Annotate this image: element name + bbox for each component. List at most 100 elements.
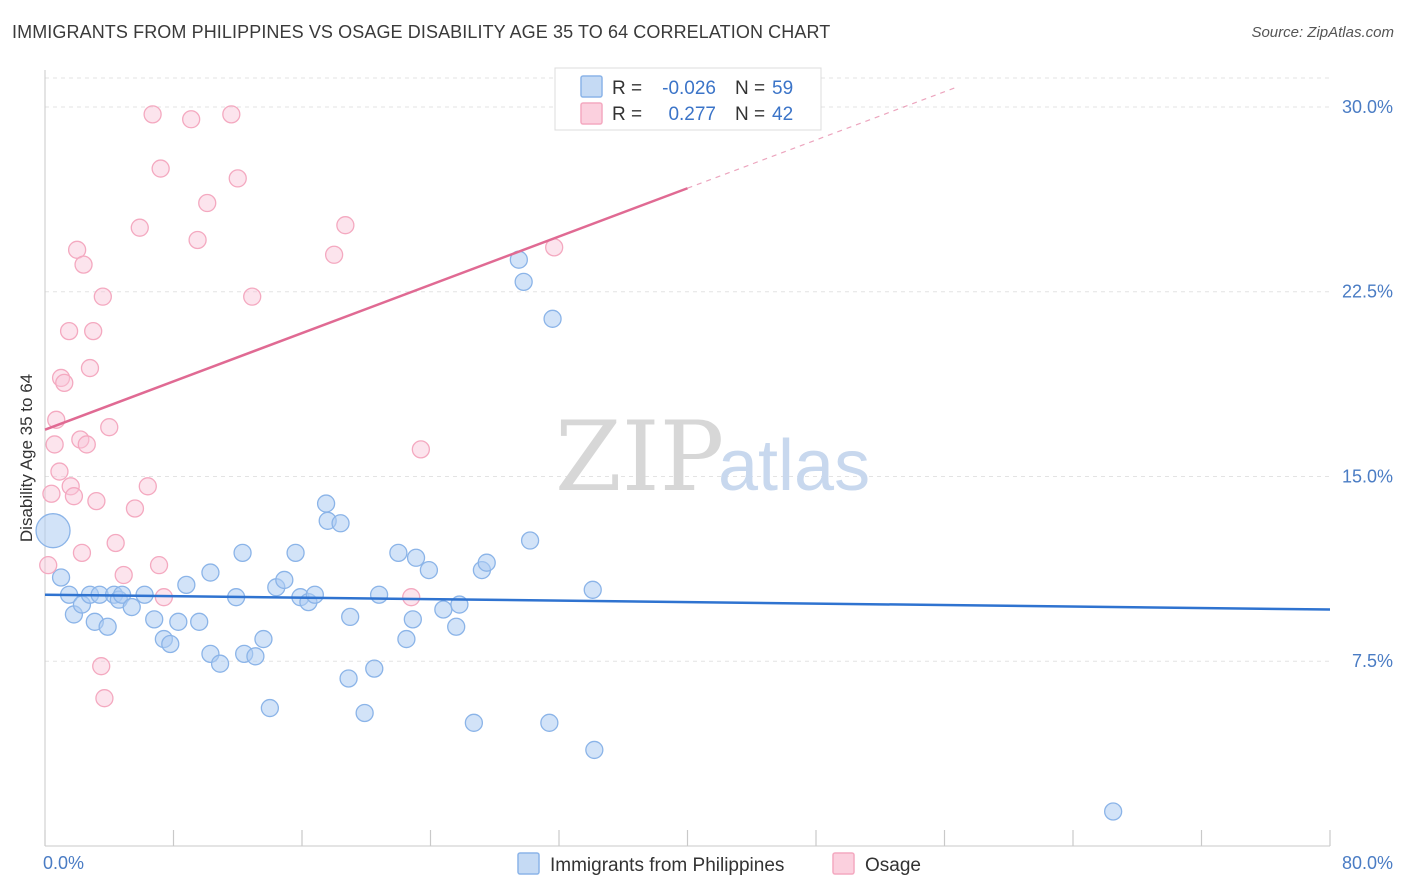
legend-r-label-2: R = bbox=[612, 104, 642, 125]
philippines-point-37 bbox=[331, 514, 350, 533]
osage-point-2 bbox=[45, 435, 64, 454]
philippines-point-35 bbox=[316, 494, 336, 513]
osage-point-1 bbox=[42, 484, 61, 503]
osage-point-28 bbox=[149, 556, 169, 575]
chart-title: IMMIGRANTS FROM PHILIPPINES VS OSAGE DIS… bbox=[12, 22, 831, 42]
osage-point-26 bbox=[138, 477, 157, 496]
philippines-point-17 bbox=[169, 612, 188, 631]
philippines-point-8 bbox=[98, 617, 117, 636]
osage-point-18 bbox=[93, 287, 112, 306]
philippines-point-44 bbox=[397, 629, 416, 649]
chart-source: Source: ZipAtlas.com bbox=[1251, 24, 1394, 41]
philippines-point-42 bbox=[369, 585, 389, 604]
osage-point-0 bbox=[39, 556, 58, 575]
osage-point-17 bbox=[87, 491, 106, 511]
x-tick-label-0: 0.0% bbox=[43, 853, 84, 873]
philippines-point-60 bbox=[585, 740, 604, 760]
osage-point-23 bbox=[114, 565, 133, 585]
osage-point-35 bbox=[228, 169, 247, 188]
philippines-point-0 bbox=[35, 513, 71, 549]
y-axis-label: Disability Age 35 to 64 bbox=[17, 374, 36, 542]
osage-point-36 bbox=[243, 287, 262, 306]
philippines-trend-line bbox=[44, 593, 1331, 611]
y-tick-label-2: 22.5% bbox=[1342, 282, 1393, 302]
legend-n-label-1: N = bbox=[735, 78, 765, 99]
philippines-point-14 bbox=[145, 610, 164, 629]
osage-point-37 bbox=[324, 245, 344, 264]
watermark-zip: ZIP bbox=[555, 401, 724, 513]
osage-trend-line bbox=[44, 187, 688, 431]
watermark: ZIP atlas bbox=[555, 401, 870, 513]
philippines-point-28 bbox=[260, 698, 280, 718]
philippines-point-53 bbox=[477, 553, 496, 572]
philippines-point-46 bbox=[406, 548, 426, 567]
osage-point-21 bbox=[100, 418, 119, 437]
osage-point-34 bbox=[222, 105, 241, 124]
osage-point-39 bbox=[402, 588, 421, 607]
philippines-point-58 bbox=[543, 309, 562, 328]
philippines-point-1 bbox=[51, 568, 71, 587]
philippines-point-48 bbox=[434, 600, 453, 619]
philippines-point-22 bbox=[210, 654, 230, 673]
philippines-point-19 bbox=[190, 612, 209, 631]
legend-swatch-philippines bbox=[580, 75, 603, 98]
philippines-point-43 bbox=[389, 543, 408, 562]
philippines-point-41 bbox=[365, 659, 384, 678]
series-legend: Immigrants from Philippines Osage bbox=[517, 852, 921, 876]
grid bbox=[45, 77, 1330, 662]
osage-point-5 bbox=[51, 368, 71, 388]
osage-trend-line-extension bbox=[687, 86, 957, 189]
osage-point-25 bbox=[130, 218, 149, 237]
axes bbox=[44, 70, 1331, 847]
philippines-point-12 bbox=[122, 597, 141, 617]
philippines-point-49 bbox=[447, 617, 466, 636]
osage-point-4 bbox=[50, 462, 69, 481]
philippines-point-27 bbox=[254, 629, 273, 649]
osage-point-9 bbox=[64, 487, 84, 506]
legend-n-label-2: N = bbox=[735, 104, 765, 125]
y-tick-labels: 7.5% 15.0% 22.5% 30.0% bbox=[1342, 97, 1393, 671]
philippines-point-24 bbox=[233, 543, 252, 562]
x-tick-label-1: 80.0% bbox=[1342, 853, 1393, 873]
trend-lines bbox=[44, 86, 1331, 611]
osage-point-6 bbox=[55, 373, 74, 393]
series-legend-label-philippines: Immigrants from Philippines bbox=[550, 855, 784, 876]
philippines-point-31 bbox=[286, 543, 305, 562]
watermark-atlas: atlas bbox=[718, 426, 870, 506]
philippines-point-20 bbox=[201, 563, 220, 582]
stats-legend: R = -0.026 N = 59 R = 0.277 N = 42 bbox=[554, 67, 822, 131]
legend-r-value-1: -0.026 bbox=[662, 78, 716, 99]
osage-point-24 bbox=[125, 499, 145, 518]
philippines-point-51 bbox=[464, 713, 484, 732]
scatter-points bbox=[35, 105, 1123, 821]
philippines-point-56 bbox=[520, 531, 540, 550]
series-legend-swatch-osage bbox=[832, 852, 855, 875]
osage-point-19 bbox=[92, 657, 111, 676]
philippines-point-61 bbox=[1104, 802, 1123, 821]
osage-point-32 bbox=[188, 230, 207, 250]
osage-point-13 bbox=[74, 255, 93, 274]
philippines-point-55 bbox=[514, 272, 533, 292]
philippines-point-18 bbox=[177, 575, 196, 595]
osage-point-22 bbox=[106, 533, 125, 553]
osage-point-33 bbox=[198, 193, 217, 213]
osage-point-20 bbox=[95, 689, 114, 708]
philippines-point-30 bbox=[275, 570, 294, 590]
osage-point-15 bbox=[80, 358, 100, 378]
philippines-point-16 bbox=[161, 634, 180, 654]
osage-point-7 bbox=[61, 477, 80, 496]
philippines-point-59 bbox=[583, 580, 602, 599]
legend-n-value-2: 42 bbox=[772, 104, 793, 125]
legend-swatch-osage bbox=[580, 102, 603, 125]
y-tick-label-0: 7.5% bbox=[1352, 651, 1393, 671]
legend-r-value-2: 0.277 bbox=[668, 104, 716, 125]
osage-point-29 bbox=[151, 159, 170, 178]
philippines-point-39 bbox=[341, 607, 360, 627]
osage-point-27 bbox=[143, 105, 162, 124]
series-legend-swatch-philippines bbox=[517, 852, 540, 875]
osage-point-16 bbox=[84, 321, 103, 341]
y-tick-label-3: 30.0% bbox=[1342, 97, 1393, 117]
osage-point-8 bbox=[59, 321, 79, 341]
series-legend-label-osage: Osage bbox=[865, 855, 921, 876]
